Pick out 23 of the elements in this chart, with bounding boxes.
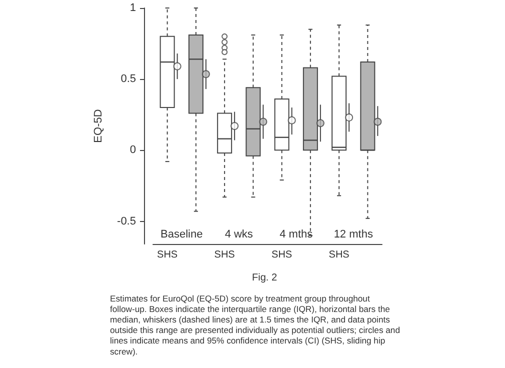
point (374, 118, 382, 126)
text: Fig. 2 (252, 272, 278, 284)
point (288, 116, 296, 124)
y-tick-label: 0 (130, 144, 136, 156)
y-tick-label: -0.5 (117, 215, 136, 228)
annotation: 4 mths (280, 228, 314, 240)
point (259, 118, 268, 126)
annotation: 12 mths (334, 228, 374, 240)
y-tick-label: 1 (130, 2, 136, 14)
annotation: 4 wks (224, 228, 254, 240)
y-tick-label: 0.5 (120, 73, 136, 86)
point (173, 62, 182, 70)
point (230, 122, 239, 130)
point (345, 113, 354, 122)
x-tick-label: SHS (328, 250, 350, 260)
point (316, 119, 324, 128)
text: Estimates for EuroQol (EQ-5D) score by treatment group throughout follow-up. Boxes indicate the interquartile range (IQR), horizontal bars the median, whiskers (dashed lines) are at 1.5 times the IQR, and data points outside this range are presented individually as potential outliers; circles and lines indicate means and 95% confidence intervals (CI) (SHS, sliding hip screw). (110, 293, 402, 356)
x-tick-label: SHS (157, 250, 178, 260)
point (202, 70, 210, 78)
x-tick-label: SHS (272, 250, 292, 260)
annotation: Baseline (160, 228, 203, 240)
y-axis-title: EQ-5D (92, 109, 104, 143)
x-tick-label: SHS (214, 250, 236, 260)
